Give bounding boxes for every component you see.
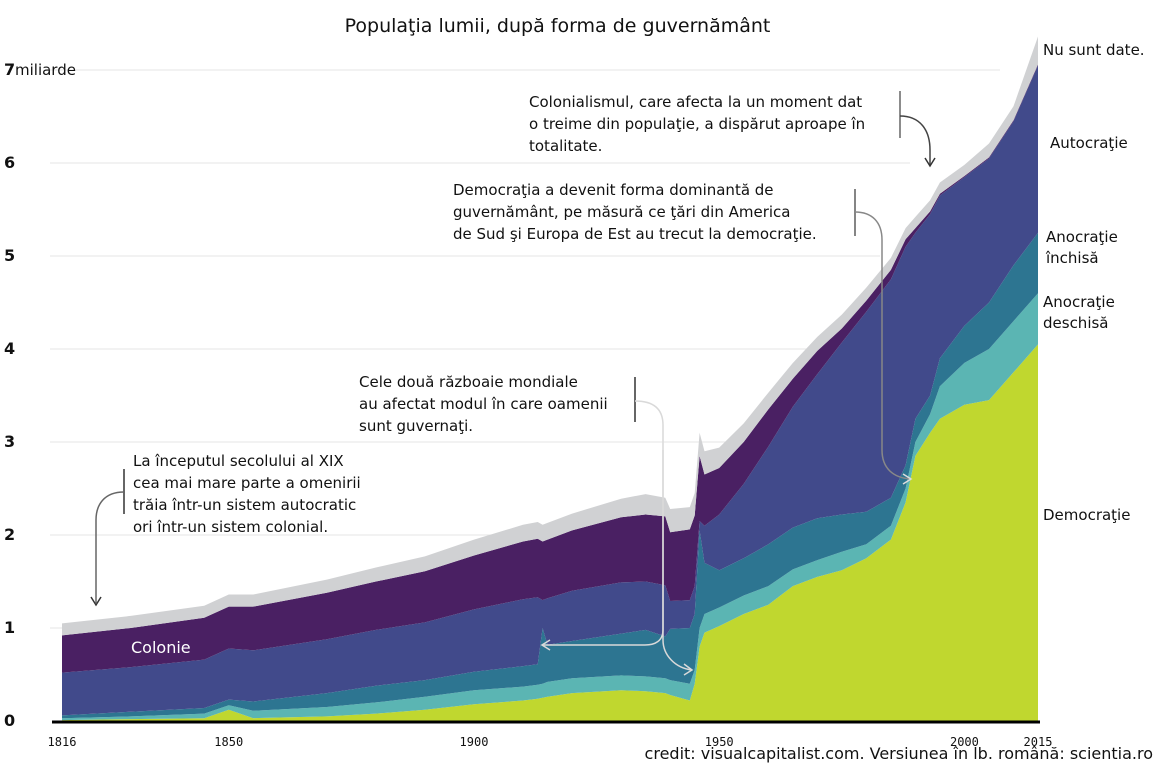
series-label-nu-sunt-date: Nu sunt date. xyxy=(1043,41,1145,59)
x-tick-label: 1950 xyxy=(704,735,734,749)
x-tick-label: 2015 xyxy=(1023,735,1053,749)
annotation-colonialism: Colonialismul, care afecta la un moment … xyxy=(529,93,866,155)
series-label-anocraţie-deschisă: Anocraţie deschisă xyxy=(1043,293,1115,332)
annotation-arrow-line xyxy=(662,450,693,671)
y-tick-label: 1 xyxy=(4,618,16,637)
y-tick-label: 3 xyxy=(4,432,16,451)
x-tick-label: 2000 xyxy=(949,735,979,749)
chart-title: Populaţia lumii, după forma de guvernămâ… xyxy=(344,15,771,37)
y-tick-label: 6 xyxy=(4,153,16,172)
annotation-arrows xyxy=(90,91,936,676)
series-label-anocraţie-închisă: Anocraţie închisă xyxy=(1046,228,1118,267)
y-tick-label: 5 xyxy=(4,246,16,265)
credit-text: credit: visualcapitalist.com. Versiunea … xyxy=(644,744,1153,763)
y-tick-label: 7 xyxy=(4,60,16,79)
area-colonie xyxy=(62,64,1038,673)
y-tick-label: 4 xyxy=(4,339,16,358)
arrow-head-icon xyxy=(540,639,551,651)
annotation-arrow-line xyxy=(899,115,931,165)
y-tick-label: 2 xyxy=(4,525,16,544)
annotation-world-wars: Cele două războaie mondiale au afectat mo… xyxy=(359,373,608,435)
arrow-head-icon xyxy=(90,596,102,607)
stacked-areas xyxy=(62,36,1038,721)
series-label-democraţie: Democraţie xyxy=(1043,506,1131,524)
y-tick-label: 0 xyxy=(4,711,16,730)
x-tick-label: 1900 xyxy=(459,735,489,749)
x-tick-label: 1816 xyxy=(47,735,77,749)
annotation-early-19th: La începutul secolului al XIX cea mai mar… xyxy=(133,452,361,536)
area-democraţie xyxy=(62,344,1038,721)
annotation-democracy-dominant: Democraţia a devenit forma dominantă de g… xyxy=(453,181,817,243)
arrow-head-icon xyxy=(902,473,913,485)
area-autocraţie xyxy=(62,65,1038,716)
annotation-arrow-line xyxy=(854,211,912,480)
y-axis-unit-label: miliarde xyxy=(15,61,76,79)
arrow-head-icon xyxy=(683,663,694,676)
series-label-colonie: Colonie xyxy=(131,638,191,657)
annotation-arrow-line xyxy=(95,491,125,603)
gridlines xyxy=(50,69,1000,629)
series-label-autocraţie: Autocraţie xyxy=(1050,134,1128,152)
x-tick-label: 1850 xyxy=(214,735,244,749)
arrow-head-icon xyxy=(924,157,936,168)
